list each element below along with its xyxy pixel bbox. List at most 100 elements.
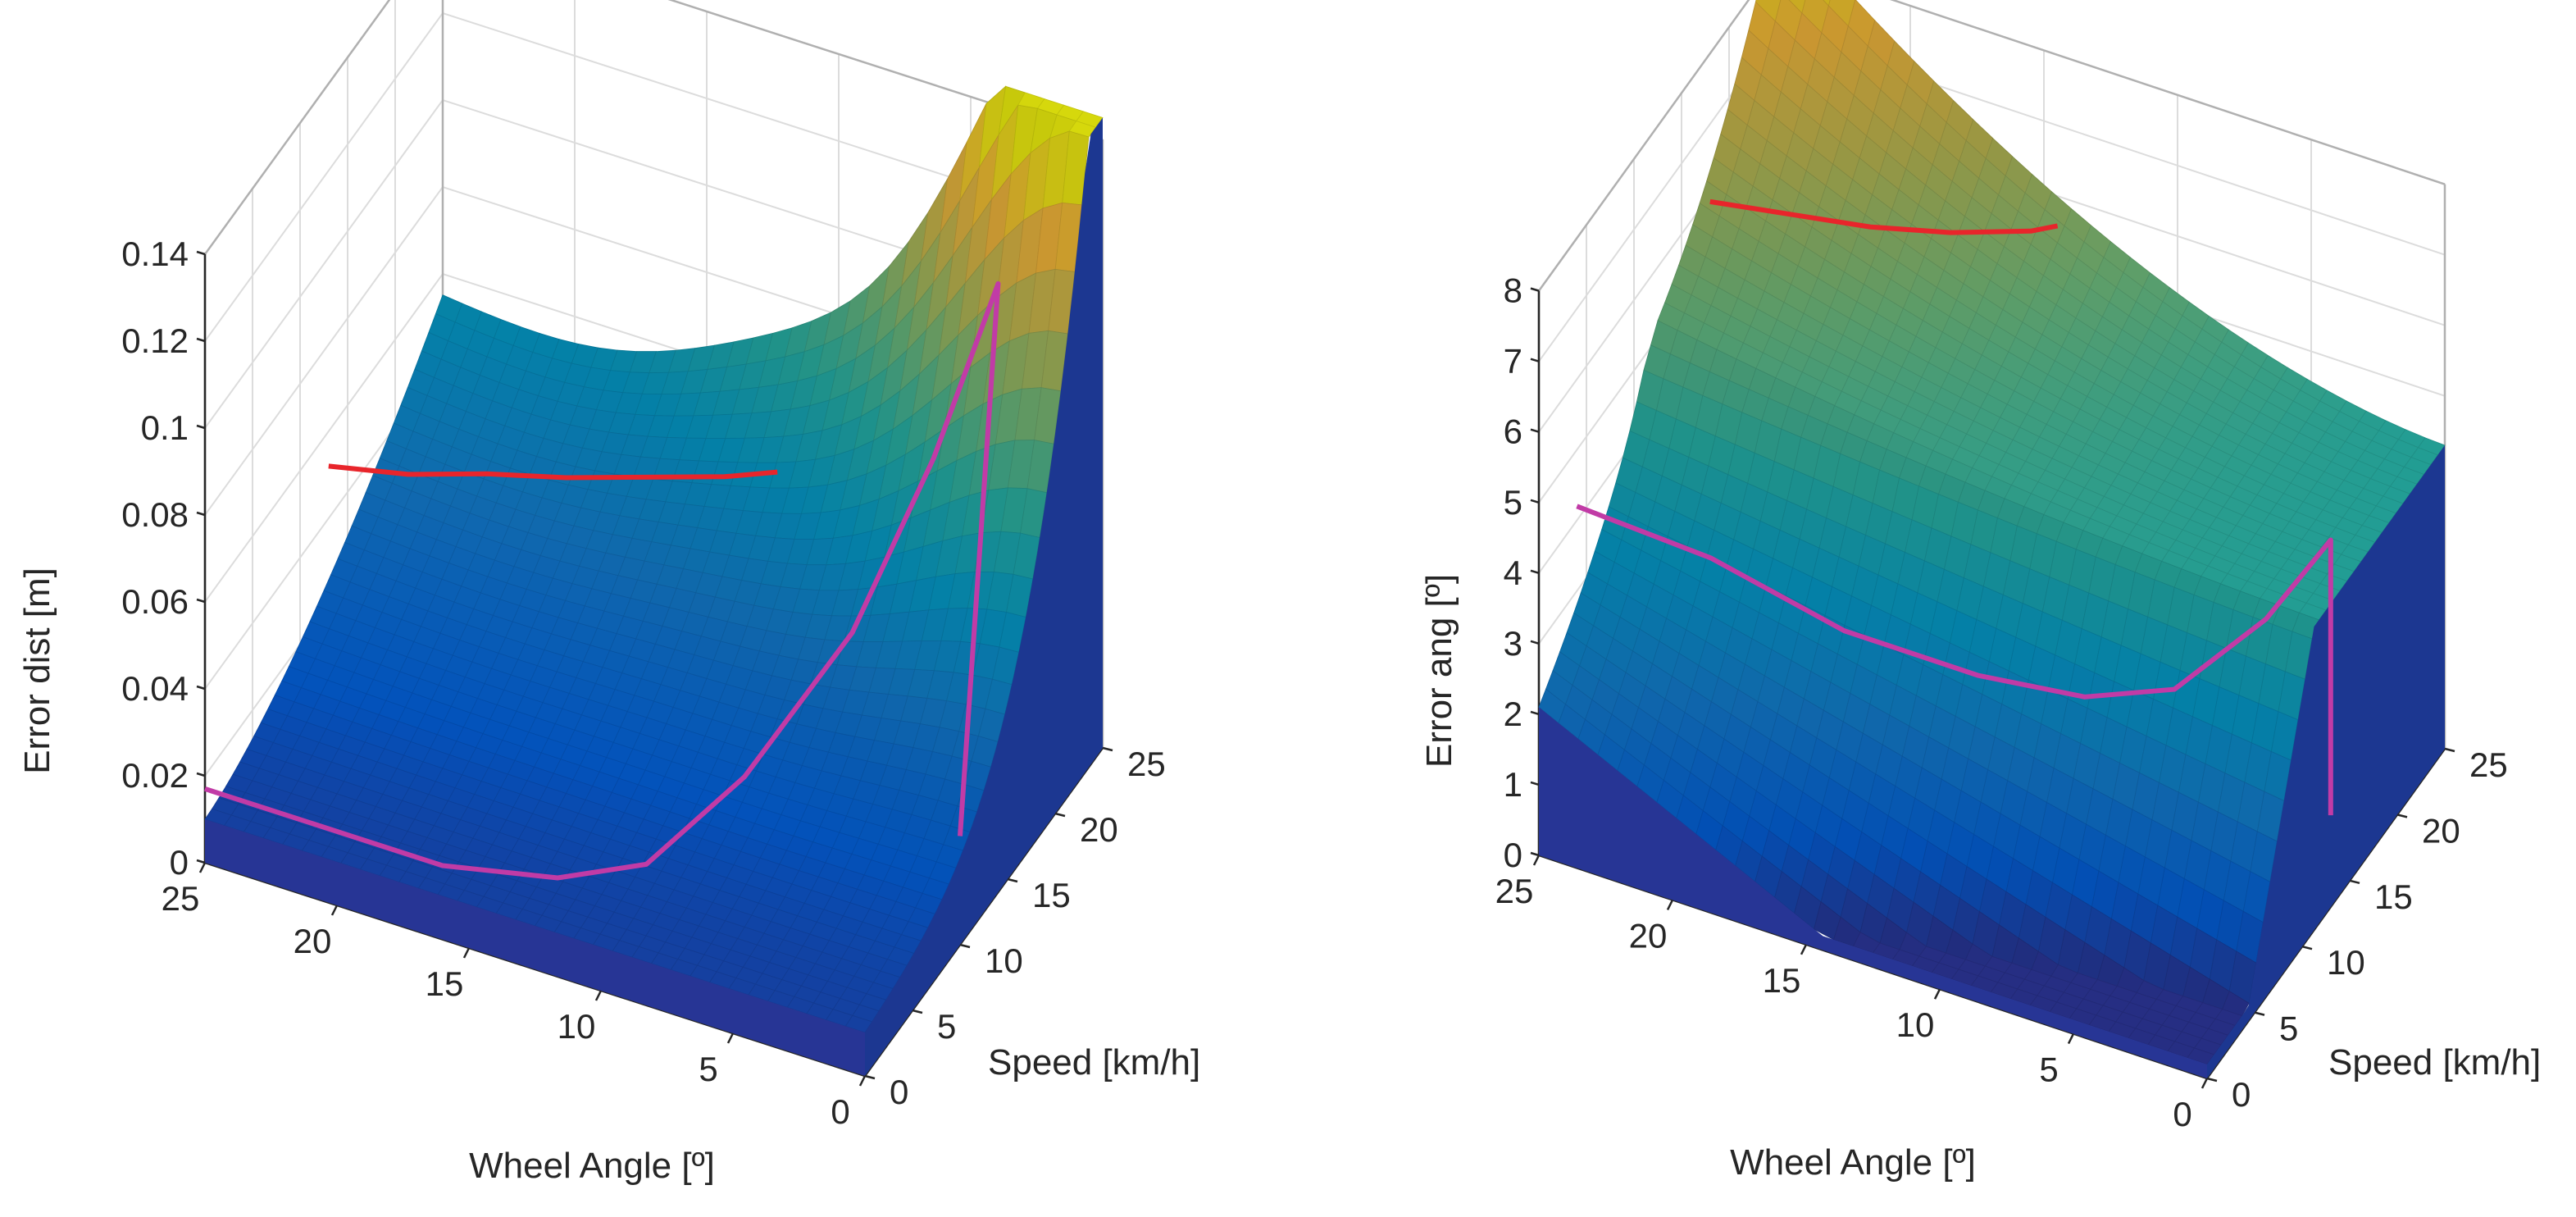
magenta-line (1576, 504, 2333, 816)
x-tick (1532, 855, 1541, 866)
z-tick (1530, 569, 1540, 575)
z-tick-label: 0 (1504, 836, 1522, 874)
y-tick-label: 15 (2374, 877, 2413, 916)
z-tick (1530, 851, 1540, 857)
y-tick-label: 5 (937, 1007, 956, 1046)
x-tick-label: 15 (426, 964, 464, 1003)
x-tick (1666, 899, 1674, 910)
y-tick (959, 943, 971, 949)
y-tick-label: 25 (1127, 745, 1166, 783)
y-tick (2349, 879, 2360, 885)
y-tick (2254, 1011, 2265, 1016)
y-axis-label: Speed [km/h] (2328, 1042, 2541, 1083)
z-tick (1530, 640, 1540, 645)
z-tick-label: 4 (1504, 554, 1522, 592)
x-tick (462, 947, 471, 959)
z-tick (196, 424, 206, 430)
z-tick (196, 337, 206, 343)
x-tick-label: 15 (1763, 961, 1801, 1000)
x-tick (1933, 988, 1941, 1000)
y-tick (1102, 746, 1113, 752)
y-tick (2206, 1077, 2218, 1083)
x-tick (1800, 944, 1808, 955)
z-tick-label: 0.12 (121, 321, 189, 360)
z-tick-label: 0.14 (121, 235, 189, 273)
axis-edge (1537, 0, 2446, 292)
z-tick (196, 685, 206, 691)
x-tick-label: 10 (558, 1007, 596, 1046)
y-tick (2301, 945, 2313, 950)
z-tick (196, 250, 206, 256)
y-tick (1007, 877, 1018, 883)
surface-front-face (205, 819, 865, 1076)
z-tick (1530, 781, 1540, 786)
y-tick (2444, 747, 2455, 753)
y-axis-label: Speed [km/h] (988, 1042, 1200, 1083)
z-tick (1530, 499, 1540, 504)
chart-error-distance: 00.020.040.060.080.10.120.14252015105005… (17, 0, 1200, 1186)
x-tick (2067, 1033, 2075, 1045)
z-tick (1530, 428, 1540, 433)
axis-edge (203, 0, 1104, 255)
x-tick-label: 5 (2039, 1051, 2058, 1089)
z-tick-label: 0.02 (121, 756, 189, 795)
z-tick-label: 3 (1504, 624, 1522, 663)
data-lines (1576, 198, 2333, 816)
y-tick-label: 10 (2327, 943, 2365, 982)
x-tick-label: 5 (699, 1050, 717, 1088)
y-tick-label: 0 (2232, 1075, 2251, 1114)
z-tick (196, 511, 206, 517)
z-tick-label: 0.08 (121, 495, 189, 534)
surface-side-face (865, 117, 1103, 1076)
z-tick (196, 598, 206, 604)
z-tick-label: 0.04 (121, 669, 189, 708)
z-tick-label: 0.06 (121, 582, 189, 621)
z-tick (1530, 287, 1540, 292)
y-tick (1054, 812, 1066, 818)
x-tick (594, 990, 603, 1001)
x-tick-label: 20 (1629, 916, 1668, 955)
z-tick (1530, 358, 1540, 362)
y-tick (2396, 814, 2408, 818)
x-tick-label: 10 (1896, 1005, 1935, 1044)
x-tick (726, 1032, 735, 1044)
data-lines (204, 281, 1001, 881)
y-tick (912, 1009, 923, 1014)
y-tick-label: 10 (985, 941, 1023, 980)
z-tick-label: 0 (170, 843, 189, 882)
z-tick-label: 6 (1504, 413, 1522, 451)
z-tick-label: 0.1 (141, 408, 189, 447)
y-tick-label: 25 (2469, 745, 2508, 784)
x-tick-label: 20 (294, 922, 332, 960)
z-tick (1530, 710, 1540, 716)
surface-mesh (1538, 0, 2446, 1078)
z-axis-label: Error dist [m] (17, 567, 57, 774)
y-tick-label: 20 (1080, 810, 1118, 849)
y-tick-label: 0 (890, 1073, 908, 1111)
x-axis-label: Wheel Angle [º] (1730, 1142, 1976, 1183)
z-tick-label: 5 (1504, 483, 1522, 522)
z-tick-label: 2 (1504, 695, 1522, 733)
y-tick-label: 15 (1032, 876, 1071, 914)
x-tick-label: 25 (1495, 872, 1534, 910)
surface-mesh (204, 85, 1104, 1076)
z-axis-label: Error ang [º] (1419, 574, 1459, 768)
z-tick-label: 1 (1504, 765, 1522, 804)
x-tick (2201, 1078, 2209, 1089)
z-tick-label: 7 (1504, 342, 1522, 381)
y-tick (864, 1074, 876, 1080)
y-tick-label: 5 (2279, 1010, 2298, 1048)
x-tick (330, 905, 339, 916)
x-tick-label: 0 (2173, 1095, 2191, 1133)
x-axis-label: Wheel Angle [º] (469, 1146, 715, 1186)
x-tick (858, 1075, 867, 1087)
surface-side-face (2207, 445, 2445, 1078)
x-tick-label: 25 (162, 879, 200, 918)
magenta-line (204, 281, 1001, 881)
z-tick (196, 859, 206, 864)
red-line (1709, 198, 2059, 235)
x-tick (198, 862, 207, 873)
